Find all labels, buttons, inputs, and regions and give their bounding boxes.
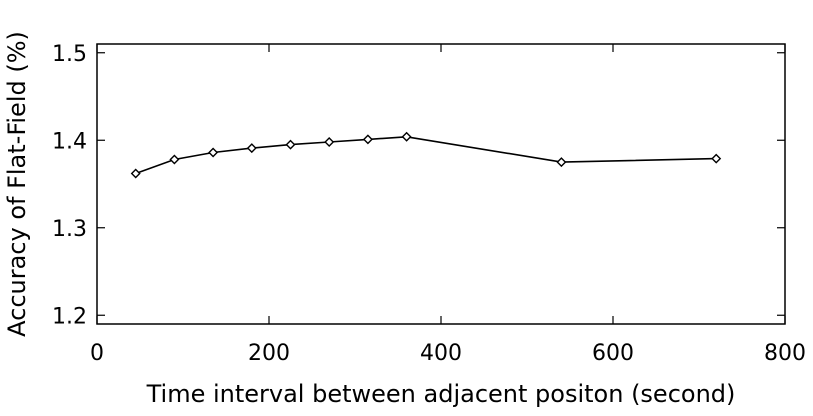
y-axis-ticks: 1.2 1.3 1.4 1.5 bbox=[52, 42, 785, 329]
x-axis-label: Time interval between adjacent positon (… bbox=[146, 380, 736, 408]
data-point bbox=[401, 131, 412, 142]
plot-frame bbox=[96, 43, 786, 325]
data-point bbox=[556, 157, 567, 168]
data-point bbox=[285, 139, 296, 150]
series-line bbox=[135, 135, 717, 175]
x-tick-label: 800 bbox=[764, 341, 806, 366]
x-tick-label: 400 bbox=[420, 341, 462, 366]
x-tick-label: 0 bbox=[90, 341, 104, 366]
y-tick-label: 1.4 bbox=[52, 129, 87, 154]
y-tick-label: 1.5 bbox=[52, 42, 87, 67]
x-tick-label: 200 bbox=[248, 341, 290, 366]
data-point bbox=[208, 147, 219, 158]
y-tick-label: 1.3 bbox=[52, 217, 87, 242]
data-point bbox=[169, 154, 180, 165]
data-point bbox=[324, 137, 335, 147]
x-tick-label: 600 bbox=[592, 341, 634, 366]
data-point bbox=[130, 168, 141, 179]
y-axis-label: Accuracy of Flat-Field (%) bbox=[3, 31, 31, 337]
data-point bbox=[711, 153, 722, 164]
data-point bbox=[362, 134, 373, 145]
series-layer bbox=[130, 131, 722, 179]
y-tick-label: 1.2 bbox=[52, 304, 87, 329]
x-axis-ticks: 0 200 400 600 800 bbox=[90, 44, 806, 366]
data-point bbox=[246, 143, 257, 154]
